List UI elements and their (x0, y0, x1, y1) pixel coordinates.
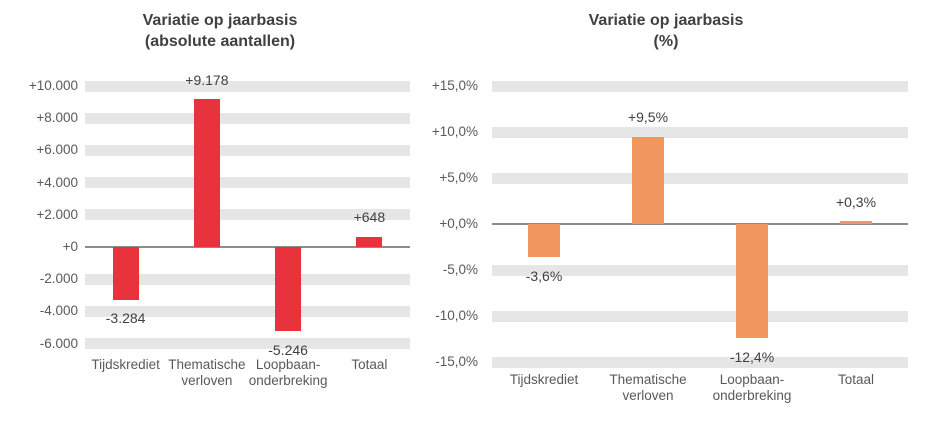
right-chart-title-line1: Variatie op jaarbasis (588, 12, 744, 29)
gridline-band (492, 264, 908, 276)
y-axis-tick-label: +2.000 (36, 206, 78, 222)
y-axis-tick-label: -6.000 (39, 335, 78, 351)
y-axis-tick-label: +10.000 (28, 78, 78, 93)
x-axis-category-label: Tijdskrediet (509, 372, 579, 387)
gridline-band (492, 172, 908, 184)
zero-axis-line (85, 246, 410, 248)
gridline-band (85, 338, 410, 350)
gridline-band (85, 177, 410, 189)
bar-data-label: +0,3% (835, 193, 877, 210)
bar (193, 99, 220, 247)
gridline-band (85, 112, 410, 124)
bar (528, 224, 560, 258)
bar (840, 221, 872, 224)
gridline-band (492, 126, 908, 138)
x-axis-category-label: Totaal (837, 372, 875, 387)
y-axis-tick-label: +0 (62, 239, 78, 254)
left-chart-title-line1: Variatie op jaarbasis (142, 12, 298, 29)
y-axis-tick-label: +10,0% (431, 124, 478, 139)
x-axis-category-label: Tijdskrediet (91, 357, 160, 372)
gridline-band (492, 310, 908, 322)
bar-data-label: -3,6% (525, 267, 563, 284)
bar (112, 247, 139, 300)
bar-data-label: +9.178 (185, 71, 229, 88)
bar-data-label: -3.284 (105, 310, 146, 327)
y-axis-tick-label: -2.000 (39, 271, 78, 287)
bar-data-label: +9,5% (627, 109, 669, 126)
gridline-band (492, 356, 908, 368)
y-axis-tick-label: +6.000 (36, 142, 78, 158)
left-chart-title: Variatie op jaarbasis (absolute aantalle… (10, 10, 430, 52)
bar (632, 136, 664, 224)
y-axis-tick-label: +8.000 (36, 110, 78, 126)
x-axis-category-label: Loopbaan- onderbreking (712, 372, 792, 403)
gridline-band (85, 144, 410, 156)
zero-axis-line (492, 223, 908, 225)
y-axis-tick-label: -4.000 (39, 303, 78, 319)
bar (736, 224, 768, 339)
x-axis-category-label: Thematische verloven (168, 357, 246, 388)
bar (275, 247, 302, 332)
x-axis-category-label: Totaal (351, 357, 388, 372)
gridline-band (85, 273, 410, 285)
bar-data-label: -12,4% (729, 348, 775, 365)
x-axis-category-label: Thematische verloven (609, 372, 687, 403)
right-chart-title-line2: (%) (653, 33, 679, 50)
gridline-band (85, 209, 410, 221)
bar-data-label: +648 (353, 209, 386, 226)
gridline-band (85, 80, 410, 92)
y-axis-tick-label: +0,0% (439, 216, 478, 231)
gridline-band (492, 80, 908, 92)
y-axis-tick-label: +5,0% (439, 170, 478, 185)
y-axis-tick-label: +15,0% (431, 78, 478, 93)
left-chart-title-line2: (absolute aantallen) (144, 33, 296, 50)
gridline-band (85, 305, 410, 317)
y-axis-tick-label: -5,0% (442, 262, 478, 277)
y-axis-tick-label: +4.000 (36, 174, 78, 190)
bar (356, 236, 383, 247)
y-axis-tick-label: -15,0% (435, 354, 478, 369)
y-axis-tick-label: -10,0% (435, 308, 478, 323)
bar-data-label: -5.246 (268, 341, 308, 358)
x-axis-category-label: Loopbaan- onderbreking (248, 357, 328, 388)
right-chart-title: Variatie op jaarbasis (%) (456, 10, 876, 52)
